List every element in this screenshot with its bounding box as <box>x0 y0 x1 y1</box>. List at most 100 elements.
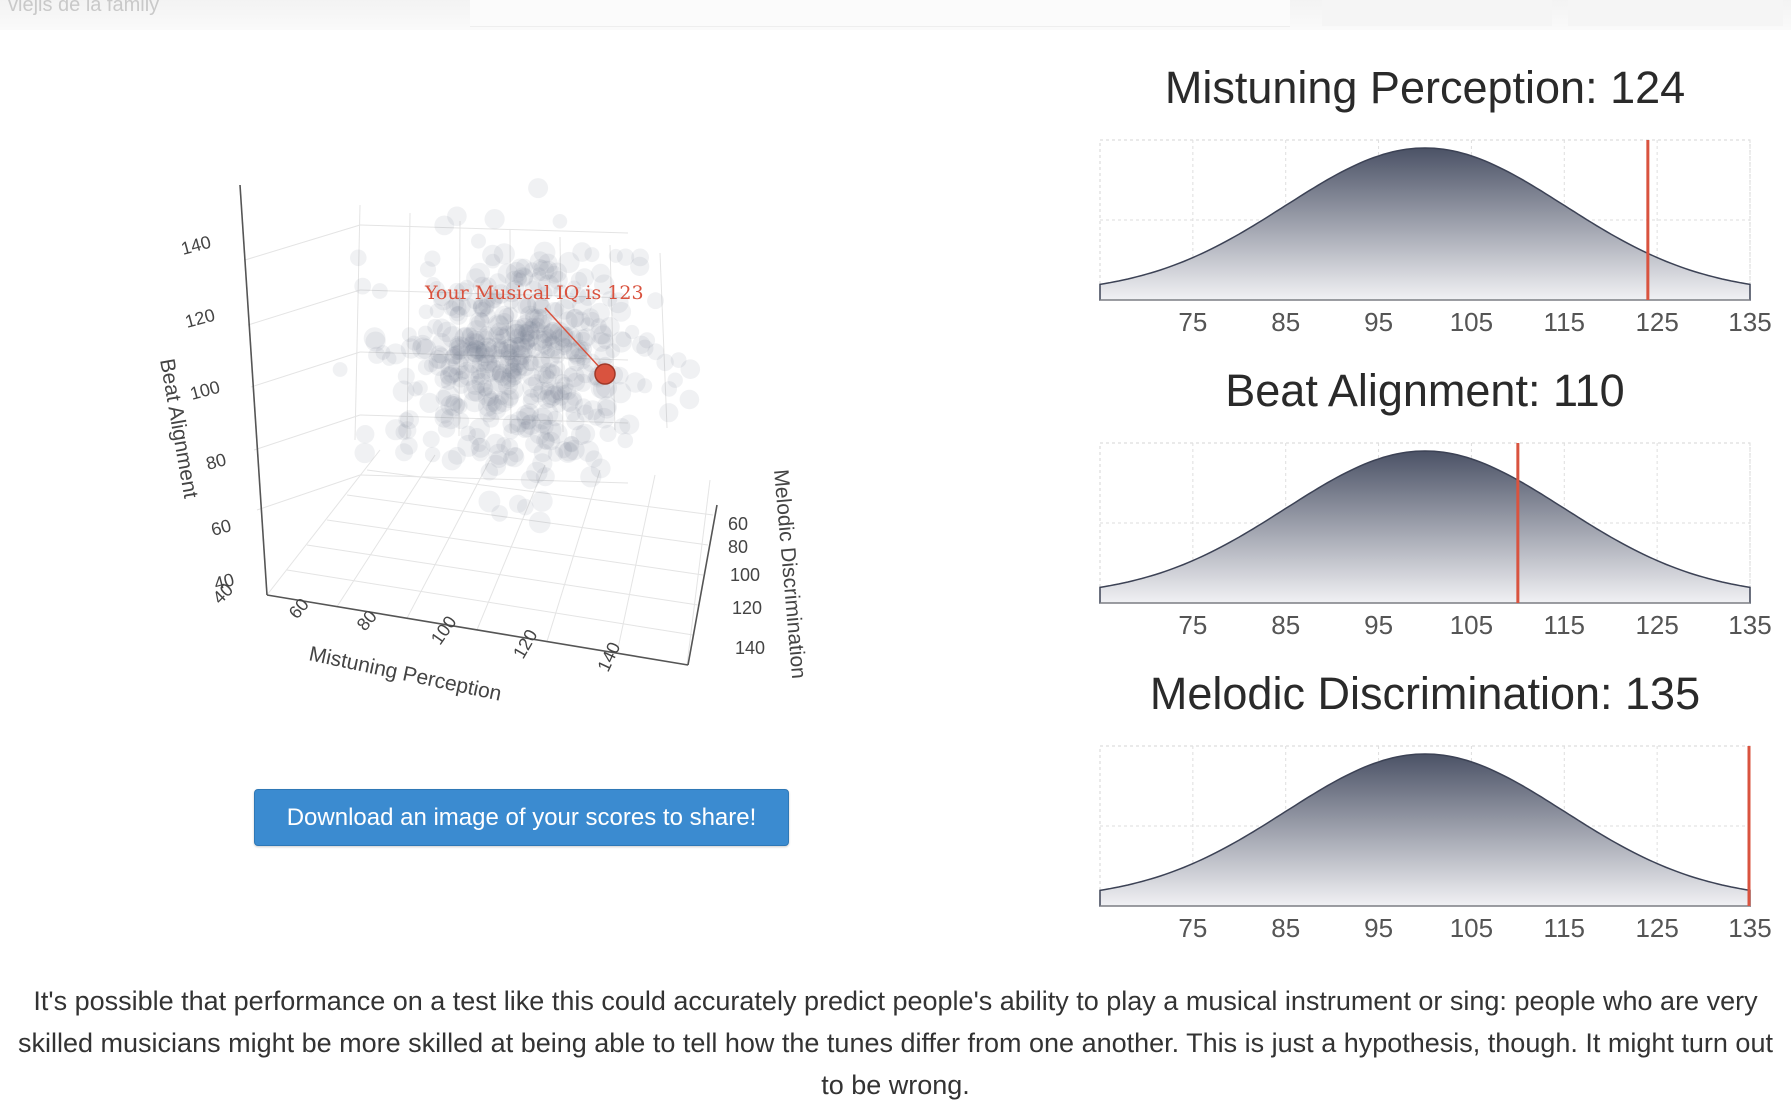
z-tick: 80 <box>204 449 229 474</box>
grid-line <box>609 244 616 431</box>
population-point <box>478 383 493 398</box>
population-point <box>509 328 525 344</box>
population-point <box>577 341 593 357</box>
population-point <box>511 337 533 360</box>
population-point <box>590 458 611 479</box>
population-point <box>539 420 562 442</box>
population-point <box>505 270 524 290</box>
population-point <box>505 280 525 299</box>
population-point <box>569 348 587 367</box>
population-point <box>503 379 524 400</box>
population-point <box>497 263 518 284</box>
toolbar-field[interactable] <box>470 0 1290 27</box>
population-point <box>457 364 480 386</box>
population-point <box>565 309 584 328</box>
population-point <box>590 323 612 345</box>
population-point <box>385 419 407 441</box>
population-point <box>470 437 491 458</box>
population-point <box>469 418 490 440</box>
population-point <box>519 403 539 423</box>
x-tick-label: 75 <box>1178 307 1207 337</box>
population-point <box>499 355 519 375</box>
population-point <box>494 390 509 406</box>
population-point <box>483 390 499 407</box>
population-point <box>532 297 550 315</box>
population-point <box>670 352 687 368</box>
population-point <box>470 315 486 330</box>
population-point <box>462 326 477 342</box>
toolbar-control[interactable] <box>1322 0 1552 26</box>
scatter-3d-plot[interactable]: 140 120 100 80 60 40 40 60 80 100 120 14… <box>150 150 830 730</box>
population-point <box>462 336 480 354</box>
population-point <box>503 450 519 467</box>
download-scores-button[interactable]: Download an image of your scores to shar… <box>254 789 789 846</box>
grid-line <box>359 224 629 234</box>
population-point <box>531 413 552 434</box>
population-point <box>486 292 502 309</box>
population-point <box>584 311 600 328</box>
population-point <box>656 353 674 372</box>
population-point <box>600 317 620 337</box>
population-point <box>473 299 488 315</box>
population-point <box>542 390 561 408</box>
population-point <box>519 333 536 350</box>
population-point <box>506 336 527 358</box>
z-tick: 100 <box>188 377 222 404</box>
population-point <box>593 407 615 429</box>
population-point <box>473 294 495 317</box>
toolbar-control[interactable] <box>1568 0 1783 26</box>
grid-line <box>359 289 629 299</box>
population-point <box>533 333 553 354</box>
population-point <box>462 354 482 374</box>
x-tick-label: 135 <box>1728 610 1771 640</box>
population-point <box>560 292 577 310</box>
population-point <box>493 367 513 386</box>
population-point <box>485 253 501 269</box>
population-point <box>485 360 506 380</box>
population-point <box>609 381 632 404</box>
population-point <box>647 343 665 361</box>
population-point <box>493 243 515 265</box>
population-point <box>557 442 579 463</box>
population-point <box>431 353 447 369</box>
population-point <box>517 314 533 331</box>
population-point <box>502 414 522 434</box>
population-point <box>375 345 391 360</box>
population-point <box>437 385 460 407</box>
population-point <box>661 381 677 397</box>
population-point <box>432 318 452 338</box>
population-point <box>566 308 585 328</box>
plot-axes <box>239 184 718 666</box>
population-point <box>424 446 441 463</box>
population-point <box>575 268 594 288</box>
population-point <box>490 290 504 305</box>
population-point <box>566 390 582 406</box>
population-point <box>501 367 522 388</box>
population-point <box>497 375 519 396</box>
population-point <box>549 321 570 342</box>
population-point <box>558 311 578 331</box>
x-tick-label: 125 <box>1635 610 1678 640</box>
population-point <box>450 397 466 413</box>
population-point <box>381 351 397 366</box>
population-point <box>480 463 499 481</box>
population-point <box>541 323 563 345</box>
population-point <box>522 354 540 372</box>
user-score-point[interactable] <box>594 363 616 385</box>
population-point <box>507 351 529 373</box>
population-point <box>491 368 506 383</box>
grid-line <box>659 252 668 429</box>
population-point <box>575 329 590 344</box>
population-point <box>542 365 564 386</box>
population-point <box>506 368 523 386</box>
population-point <box>411 337 434 360</box>
population-point <box>529 424 550 445</box>
population-point <box>511 269 527 286</box>
y-tick: 60 <box>728 514 748 534</box>
population-point <box>503 339 519 355</box>
population-point <box>502 362 523 383</box>
distribution-chart: 75 85 95 105 115 125 135 <box>1099 442 1772 640</box>
population-point <box>555 337 573 355</box>
population-point <box>418 304 434 320</box>
population-point <box>443 300 459 316</box>
